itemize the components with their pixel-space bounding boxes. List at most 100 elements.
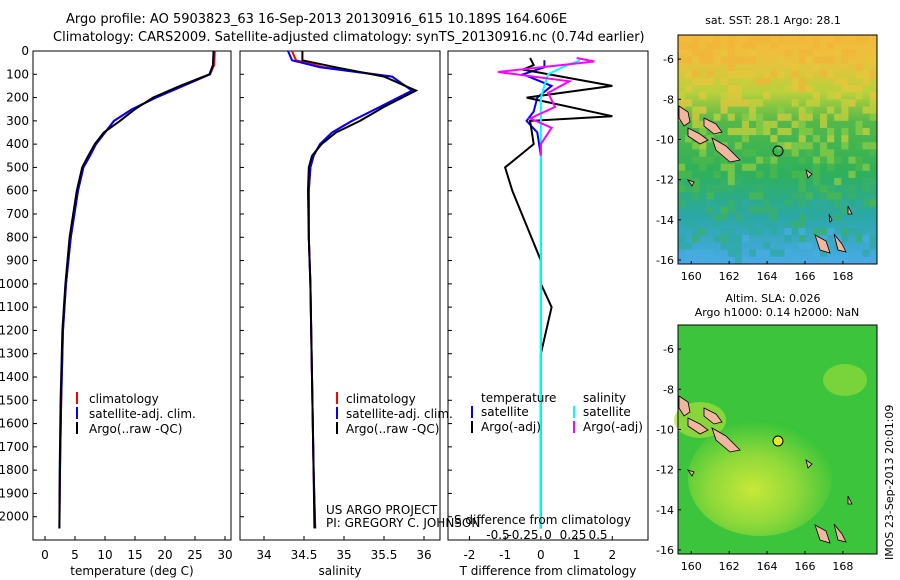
sst-pixel <box>706 256 714 264</box>
sst-pixel <box>791 99 799 107</box>
sst-pixel <box>841 228 849 236</box>
sst-pixel <box>798 213 806 221</box>
sst-pixel <box>834 256 842 264</box>
legend-climatology: climatology <box>346 392 416 406</box>
figure-title-line1: Argo profile: AO 5903823_63 16-Sep-2013 … <box>66 12 567 27</box>
sst-pixel <box>812 92 820 100</box>
sst-pixel <box>784 49 792 57</box>
sst-pixel <box>805 149 813 157</box>
sst-pixel <box>827 256 835 264</box>
sst-pixel <box>798 170 806 178</box>
x-tick-label: 15 <box>127 548 142 562</box>
sst-pixel <box>848 156 856 164</box>
sst-pixel <box>706 192 714 200</box>
sst-pixel <box>706 135 714 143</box>
sst-pixel <box>734 92 742 100</box>
sst-pixel <box>763 242 771 250</box>
sst-pixel <box>706 199 714 207</box>
x-tick-label: 34 <box>256 548 271 562</box>
x-tick-label: 35.5 <box>371 548 398 562</box>
sst-pixel <box>727 85 735 93</box>
sst-pixel <box>763 220 771 229</box>
imos-timestamp-note: IMOS 23-Sep-2013 20:01:09 <box>883 405 896 560</box>
series-line-salinity-argo-adj <box>497 57 595 156</box>
sst-pixel <box>741 199 749 207</box>
sst-pixel <box>791 77 799 86</box>
sst-pixel <box>805 85 813 93</box>
sst-pixel <box>827 185 835 193</box>
depth-tick-label: 100 <box>6 67 29 81</box>
sst-pixel <box>869 113 877 121</box>
sst-pixel <box>749 249 757 257</box>
sst-pixel <box>727 49 735 57</box>
sst-pixel <box>692 249 700 257</box>
sst-pixel <box>734 142 742 150</box>
sst-pixel <box>685 220 693 229</box>
sst-pixel <box>678 163 686 171</box>
sst-pixel <box>713 213 721 221</box>
depth-tick-label: 0 <box>21 44 29 58</box>
sst-pixel <box>855 63 863 71</box>
sst-pixel <box>827 156 835 164</box>
sst-pixel <box>741 149 749 157</box>
sst-pixel <box>713 149 721 157</box>
sst-pixel <box>756 206 764 214</box>
x-tick-label: -2 <box>463 548 475 562</box>
salinity-plot: 34 34.5 35 35.5 36 <box>256 50 432 562</box>
sst-pixel <box>699 156 707 164</box>
sst-pixel <box>734 256 742 264</box>
sst-pixel <box>678 199 686 207</box>
sst-pixel <box>805 192 813 200</box>
sst-pixel <box>805 106 813 114</box>
sst-pixel <box>805 99 813 107</box>
sst-pixel <box>734 249 742 257</box>
sst-pixel <box>770 163 778 171</box>
x-tick-label: 30 <box>217 548 232 562</box>
sst-pixel <box>812 170 820 178</box>
sst-pixel <box>699 127 707 136</box>
sst-pixel <box>699 120 707 128</box>
sst-pixel <box>784 249 792 257</box>
sst-pixel <box>770 135 778 143</box>
x-tick-label: 36 <box>416 548 431 562</box>
difference-plot: -2 -1 0 1 2 -0.5-0.25 0 0.25 0.5 <box>463 57 616 562</box>
sst-pixel <box>727 63 735 71</box>
legend-t-satellite: satellite <box>481 405 529 419</box>
sst-pixel <box>869 56 877 64</box>
sst-pixel <box>827 192 835 200</box>
temperature-panel-frame <box>32 50 232 541</box>
map-lat-label: -12 <box>656 174 674 187</box>
sla-map-axes: 160 162 164 166 168 -6 -8 -10 -12 -14 -16 <box>656 343 853 573</box>
sst-pixel <box>770 256 778 264</box>
map-lat-label: -10 <box>656 133 674 146</box>
depth-tick-label: 200 <box>6 91 29 105</box>
depth-tick-label: 1300 <box>0 347 29 361</box>
sst-pixel <box>741 70 749 78</box>
sst-pixel <box>820 120 828 128</box>
sst-pixel <box>699 106 707 114</box>
series-line-satellite-adj-clim <box>58 50 215 529</box>
sst-pixel <box>706 56 714 64</box>
sst-pixel <box>741 235 749 243</box>
sst-map <box>677 34 878 265</box>
sst-pixel <box>791 228 799 236</box>
x-tick-label: 10 <box>97 548 112 562</box>
sst-pixel <box>855 199 863 207</box>
depth-tick-label: 500 <box>6 160 29 174</box>
sst-pixel <box>713 206 721 214</box>
sst-pixel <box>741 163 749 171</box>
sst-pixel <box>791 142 799 150</box>
sst-pixel <box>713 235 721 243</box>
sst-pixel <box>678 242 686 250</box>
sst-pixel <box>869 99 877 107</box>
sst-pixel <box>749 70 757 78</box>
sst-pixel <box>820 256 828 264</box>
sst-pixel <box>798 49 806 57</box>
map-lat-label: -16 <box>656 544 674 557</box>
sst-pixel <box>855 85 863 93</box>
sst-pixel <box>734 235 742 243</box>
sst-pixel <box>756 185 764 193</box>
salinity-xlabel: salinity <box>318 564 361 578</box>
sst-pixel <box>777 35 785 43</box>
